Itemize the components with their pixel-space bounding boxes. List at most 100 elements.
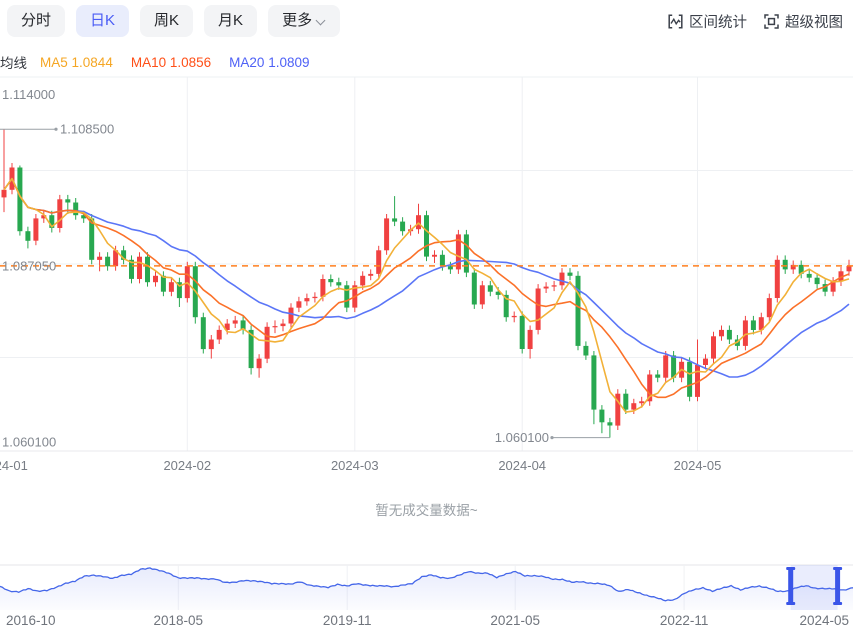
navigator-left-handle[interactable] bbox=[786, 567, 796, 605]
navigator-label: 2022-11 bbox=[660, 613, 709, 628]
candle bbox=[766, 298, 772, 318]
candle bbox=[559, 272, 565, 286]
candle bbox=[447, 266, 453, 270]
ma10-legend: MA10 1.0856 bbox=[130, 54, 212, 70]
candle bbox=[176, 282, 182, 299]
period-tabs: 分时 日K 周K 月K 更多 bbox=[7, 5, 341, 37]
candle bbox=[463, 234, 469, 273]
candle bbox=[655, 374, 661, 378]
candle bbox=[153, 275, 158, 283]
candle bbox=[336, 282, 342, 286]
candle bbox=[256, 358, 262, 369]
candle bbox=[495, 291, 501, 295]
range-stats-label: 区间统计 bbox=[689, 15, 747, 31]
ma5-legend: MA5 1.0844 bbox=[40, 54, 113, 70]
candle bbox=[527, 329, 533, 349]
candle bbox=[137, 256, 142, 279]
svg-text:1.060100: 1.060100 bbox=[495, 430, 549, 445]
candle bbox=[830, 281, 836, 292]
candle bbox=[663, 355, 669, 378]
candle bbox=[615, 393, 621, 426]
candle bbox=[623, 393, 629, 410]
ma-legend: 均线 MA5 1.0844 MA10 1.0856 MA20 1.0809 bbox=[0, 52, 328, 72]
candle bbox=[304, 298, 310, 302]
candle bbox=[145, 256, 150, 283]
super-view-label: 超级视图 bbox=[785, 15, 843, 31]
candle bbox=[208, 339, 214, 350]
candle bbox=[703, 358, 708, 365]
navigator-right-handle[interactable] bbox=[833, 567, 843, 605]
candle bbox=[774, 259, 780, 298]
candle bbox=[41, 215, 47, 219]
super-view-button[interactable]: 超级视图 bbox=[763, 11, 843, 32]
navigator-labels: 2016-10 2018-05 2019-11 2021-05 2022-11 2024-… bbox=[6, 613, 849, 628]
candle bbox=[57, 199, 63, 228]
candle bbox=[248, 329, 254, 369]
gridlines bbox=[0, 76, 853, 452]
candle bbox=[376, 250, 382, 274]
candle bbox=[591, 355, 597, 410]
candle bbox=[742, 320, 748, 346]
navigator-line bbox=[0, 567, 853, 602]
candle bbox=[639, 401, 645, 404]
x-axis-label: 2024-04 bbox=[498, 458, 546, 473]
candle bbox=[224, 323, 230, 330]
candlestick-chart[interactable]: 1.114000 1.060100 1.087050 1.108500 1.060100… bbox=[0, 74, 853, 474]
candle bbox=[129, 259, 134, 279]
candle bbox=[121, 250, 127, 260]
tab-monthly-k-label: 月K bbox=[218, 12, 244, 29]
candle bbox=[726, 329, 732, 340]
candle bbox=[782, 259, 788, 270]
x-axis-label: 2024-01 bbox=[0, 458, 28, 473]
candle bbox=[687, 361, 693, 397]
tab-weekly-k[interactable]: 周K bbox=[140, 5, 194, 37]
candle bbox=[432, 254, 437, 257]
candle bbox=[25, 231, 31, 241]
tab-monthly-k[interactable]: 月K bbox=[204, 5, 258, 37]
candle bbox=[798, 264, 804, 274]
candle bbox=[583, 345, 589, 356]
volume-empty-notice: 暂无成交量数据~ bbox=[375, 503, 478, 518]
navigator-selection[interactable] bbox=[790, 565, 838, 610]
candle bbox=[535, 288, 541, 330]
tab-minute-label: 分时 bbox=[21, 12, 52, 29]
candle bbox=[384, 218, 390, 251]
chevron-down-icon bbox=[316, 14, 326, 24]
candle bbox=[671, 355, 677, 378]
tab-more[interactable]: 更多 bbox=[268, 5, 341, 37]
candle bbox=[711, 336, 716, 359]
y-axis-bottom-label: 1.060100 bbox=[2, 435, 56, 450]
candle bbox=[232, 320, 238, 324]
candle bbox=[822, 284, 828, 292]
tab-daily-k[interactable]: 日K bbox=[76, 5, 130, 37]
candle bbox=[320, 279, 326, 297]
candle bbox=[240, 320, 246, 330]
tab-minute[interactable]: 分时 bbox=[7, 5, 66, 37]
candle bbox=[455, 234, 461, 270]
candle bbox=[758, 317, 764, 330]
candle bbox=[719, 329, 724, 337]
x-axis-label: 2024-03 bbox=[331, 458, 379, 473]
range-stats-icon bbox=[668, 14, 683, 29]
price-labels: 1.114000 1.060100 1.087050 bbox=[2, 87, 56, 450]
candle bbox=[790, 264, 796, 270]
low-price-marker: 1.060100 bbox=[495, 430, 610, 445]
candle bbox=[846, 265, 852, 272]
tab-daily-k-label: 日K bbox=[90, 12, 116, 29]
candle bbox=[647, 374, 653, 402]
toolbar: 分时 日K 周K 月K 更多 区间统计 bbox=[0, 0, 853, 46]
candle bbox=[49, 215, 55, 228]
candle bbox=[288, 307, 294, 324]
candle bbox=[17, 167, 23, 232]
x-axis-labels: 2024-01 2024-02 2024-03 2024-04 2024-05 bbox=[0, 458, 721, 473]
candle bbox=[113, 250, 119, 267]
range-stats-button[interactable]: 区间统计 bbox=[667, 11, 747, 32]
tab-more-label: 更多 bbox=[282, 12, 313, 29]
candle bbox=[400, 221, 406, 232]
candle bbox=[97, 256, 103, 260]
date-range-navigator[interactable]: 2016-10 2018-05 2019-11 2021-05 2022-11 2024-… bbox=[0, 552, 853, 632]
candle bbox=[65, 199, 71, 203]
candle bbox=[806, 273, 812, 278]
x-axis-label: 2024-05 bbox=[674, 458, 722, 473]
candle bbox=[519, 315, 525, 349]
